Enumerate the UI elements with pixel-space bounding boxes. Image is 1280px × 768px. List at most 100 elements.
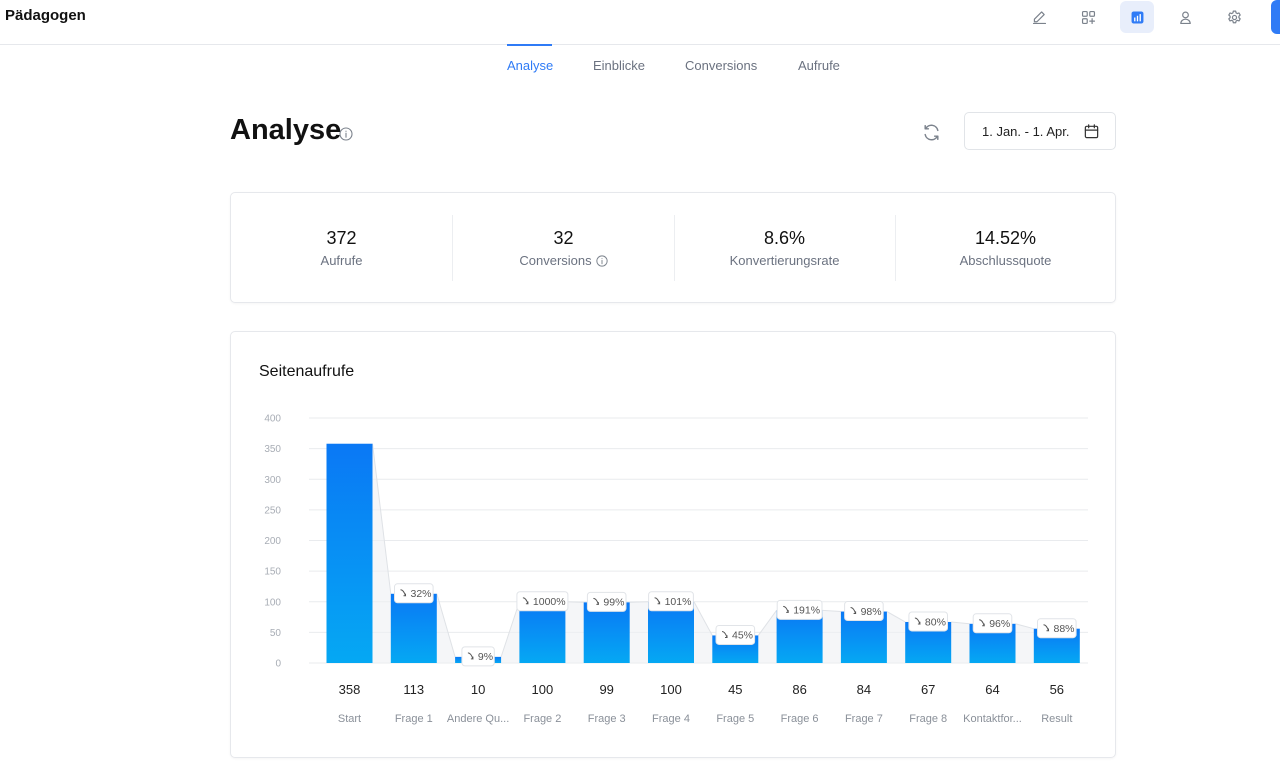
funnel-connector-line <box>951 621 970 625</box>
drop-badge-label: 1000% <box>533 596 566 608</box>
drop-badge <box>844 601 884 622</box>
bar-frage-1 <box>390 593 437 663</box>
edit-button[interactable] <box>1022 1 1056 33</box>
category-label: Frage 4 <box>652 713 690 725</box>
category-label: Frage 1 <box>395 713 433 725</box>
drop-badge <box>461 646 495 667</box>
funnel-connector-line <box>693 601 713 636</box>
drop-badge <box>972 613 1013 634</box>
y-tick-label: 0 <box>275 659 281 670</box>
refresh-icon <box>923 124 939 140</box>
stat-label: Abschlussquote <box>959 253 1052 268</box>
drop-badge-label: 191% <box>793 605 820 617</box>
pageviews-chart-card: 0 50 100 150 200 250 300 350 400 32% 9% 1000% 99% 101… <box>230 331 1116 758</box>
category-label: Frage 5 <box>716 713 754 725</box>
funnel-connector <box>1015 623 1034 663</box>
funnel-connector <box>565 601 584 663</box>
category-label: Frage 2 <box>523 713 561 725</box>
bar-value-label: 84 <box>857 682 871 697</box>
tab-einblicke[interactable]: Einblicke <box>593 58 646 73</box>
settings-button[interactable] <box>1217 1 1251 33</box>
drop-badge <box>908 611 949 632</box>
category-label: Frage 6 <box>781 713 819 725</box>
bar-value-label: 45 <box>728 682 742 697</box>
tab-aufrufe[interactable]: Aufrufe <box>798 58 840 73</box>
analytics-icon <box>1131 11 1143 23</box>
publish-button-edge[interactable] <box>1271 0 1280 34</box>
y-tick-label: 300 <box>264 475 281 486</box>
category-label: Result <box>1041 713 1072 725</box>
funnel-connector <box>822 610 841 663</box>
date-range-picker[interactable]: 1. Jan. - 1. Apr. <box>964 112 1116 150</box>
info-icon[interactable] <box>596 255 608 267</box>
stat-value: 14.52% <box>974 228 1037 248</box>
drop-arrow-icon <box>979 619 985 627</box>
bar-frage-4 <box>648 601 694 663</box>
stat-divider <box>895 215 896 281</box>
drop-badge <box>715 624 756 645</box>
funnel-connector <box>758 610 777 663</box>
stat-conversions: 32 Conversions <box>453 193 674 304</box>
stat-konvertierungsrate: 8.6% Konvertierungsrate <box>674 193 895 304</box>
profile-button[interactable] <box>1168 1 1202 33</box>
funnel-connector <box>694 601 713 663</box>
refresh-button[interactable] <box>918 119 944 145</box>
tab-analyse[interactable]: Analyse <box>507 58 554 73</box>
calendar-icon <box>1084 124 1099 139</box>
drop-badge <box>776 599 823 620</box>
funnel-connector-line <box>500 601 520 658</box>
stat-divider <box>674 215 675 281</box>
analytics-button[interactable] <box>1120 1 1154 33</box>
info-icon[interactable] <box>339 127 353 141</box>
drop-badge <box>648 591 694 612</box>
drop-badge-label: 96% <box>989 618 1010 630</box>
funnel-connector-line <box>372 443 392 594</box>
date-range-label: 1. Jan. - 1. Apr. <box>982 124 1070 139</box>
drop-badge <box>1037 618 1077 639</box>
funnel-connector-line <box>886 611 906 623</box>
drop-arrow-icon <box>721 630 728 638</box>
bar-value-label: 86 <box>792 682 806 697</box>
bar-value-label: 56 <box>1050 682 1064 697</box>
y-tick-label: 200 <box>264 536 281 547</box>
drop-arrow-icon <box>850 607 857 615</box>
edit-icon <box>1032 10 1046 24</box>
stat-label: Aufrufe <box>320 253 363 268</box>
stats-card: 372 Aufrufe 32 Conversions 8.6% Konverti… <box>230 192 1116 303</box>
tab-conversions[interactable]: Conversions <box>685 58 758 73</box>
category-label: Frage 7 <box>845 713 883 725</box>
stat-label: Konvertierungsrate <box>729 253 840 268</box>
drop-badge <box>586 591 627 612</box>
funnel-connector-line <box>629 601 649 603</box>
drop-badge-label: 98% <box>861 606 882 618</box>
category-label: Kontaktfor... <box>963 713 1022 725</box>
y-tick-label: 250 <box>264 505 281 516</box>
add-block-button[interactable] <box>1071 1 1105 33</box>
drop-badge-label: 9% <box>478 651 493 663</box>
top-bar: Pädagogen <box>0 0 1280 45</box>
bar-value-label: 113 <box>403 682 424 697</box>
stat-divider <box>452 215 453 281</box>
drop-badge-label: 45% <box>732 630 753 642</box>
y-tick-label: 50 <box>270 628 282 639</box>
drop-arrow-icon <box>1043 624 1050 632</box>
bar-value-label: 100 <box>660 682 682 697</box>
bar-value-label: 10 <box>471 682 485 697</box>
bar-value-label: 99 <box>599 682 613 697</box>
funnel-connector-line <box>565 601 584 603</box>
drop-badge-label: 101% <box>665 596 692 608</box>
funnel-connector <box>372 443 391 663</box>
app-title: Pädagogen <box>5 7 86 24</box>
drop-badge-label: 80% <box>925 616 946 628</box>
bar-value-label: 64 <box>985 682 999 697</box>
drop-arrow-icon <box>654 597 661 605</box>
y-tick-label: 350 <box>264 444 281 455</box>
funnel-connector <box>886 611 906 663</box>
apps-add-icon <box>1081 10 1095 24</box>
drop-arrow-icon <box>522 597 529 605</box>
category-label: Frage 3 <box>588 713 626 725</box>
stat-value: 372 <box>326 228 357 248</box>
stat-abschlussquote: 14.52% Abschlussquote <box>895 193 1116 304</box>
y-tick-label: 150 <box>264 567 281 578</box>
